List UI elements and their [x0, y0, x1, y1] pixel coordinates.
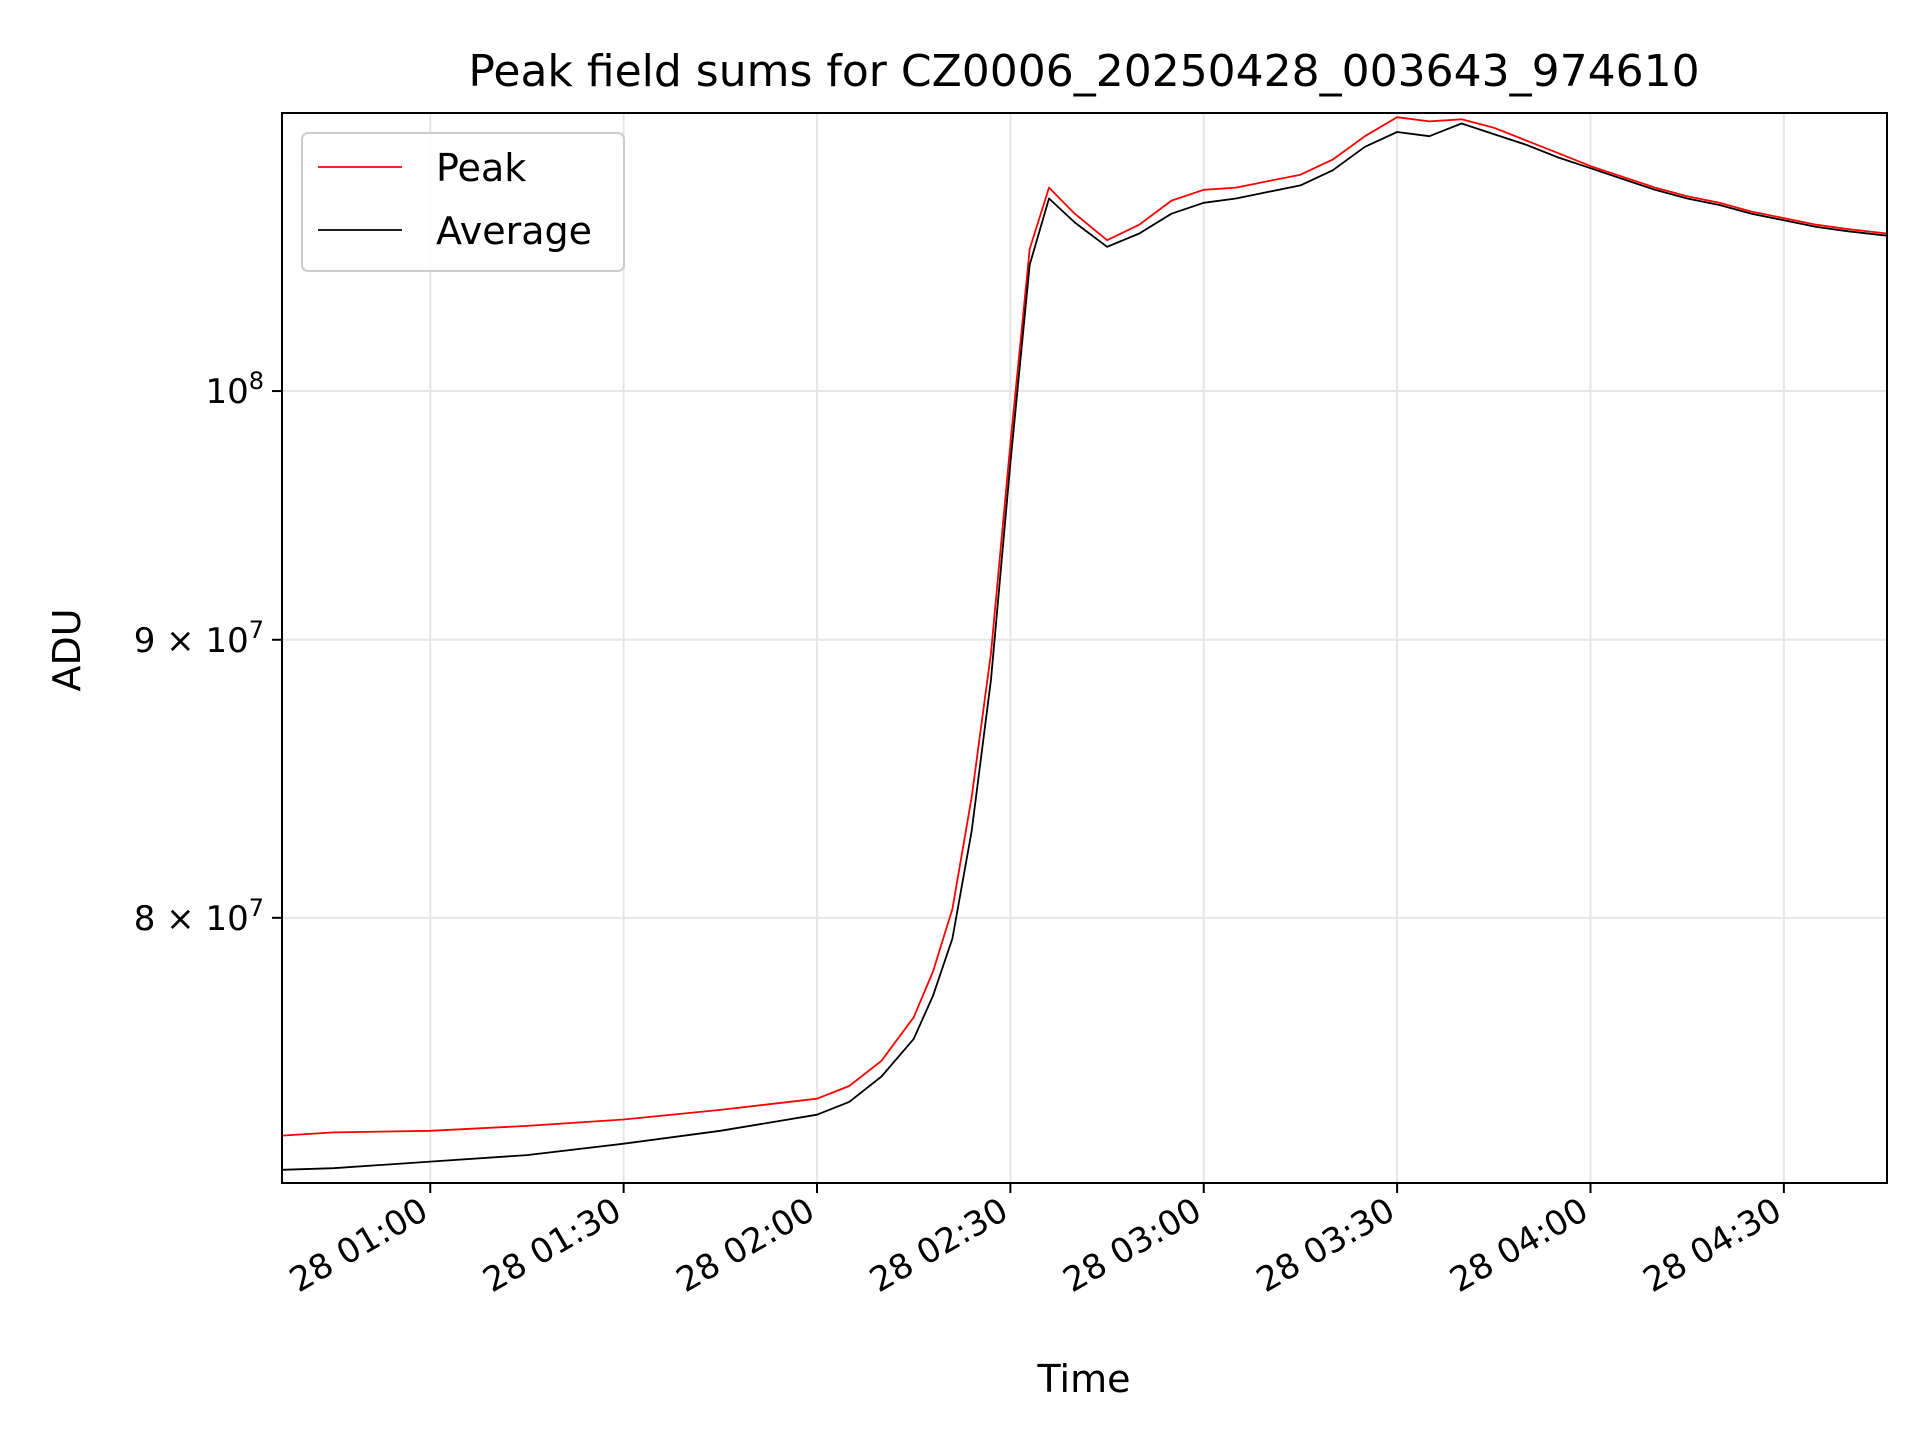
- y-tick-label: 9 × 107: [134, 616, 264, 661]
- grid: [282, 113, 1887, 1183]
- y-tick-label: 8 × 107: [134, 894, 264, 939]
- legend-label-peak: Peak: [436, 146, 526, 190]
- plot-area-frame: [281, 112, 1888, 1184]
- series-line-peak: [281, 116, 1888, 1137]
- y-tick-label: 108: [205, 367, 264, 412]
- legend: Peak Average: [301, 132, 625, 272]
- legend-label-average: Average: [436, 209, 592, 253]
- y-axis-label: ADU: [45, 608, 89, 691]
- x-axis-label: Time: [1037, 1357, 1131, 1401]
- series-layer: [281, 116, 1888, 1171]
- series-line-average: [281, 122, 1888, 1171]
- y-axis: 8 × 107 9 × 107 108: [134, 367, 282, 939]
- chart-title: Peak field sums for CZ0006_20250428_0036…: [468, 46, 1699, 97]
